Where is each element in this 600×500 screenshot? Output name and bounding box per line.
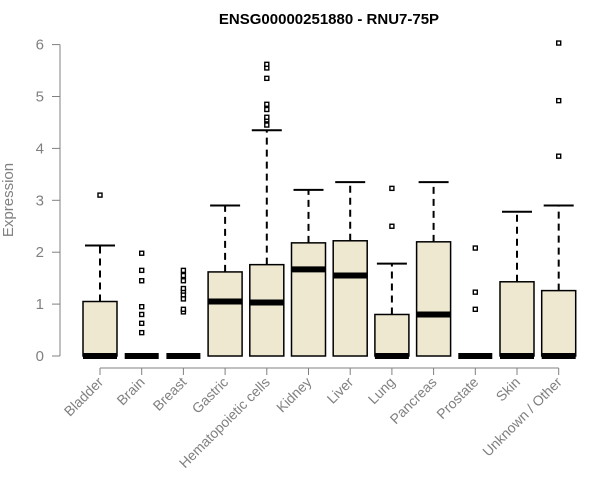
x-tick-label: Skin — [493, 374, 524, 405]
y-tick-label: 3 — [36, 192, 44, 209]
outlier-point — [138, 320, 145, 327]
iqr-box — [332, 240, 368, 357]
outlier-point — [264, 75, 270, 82]
outlier-point — [138, 278, 145, 284]
x-tick-label: Lung — [365, 374, 398, 407]
iqr-box — [374, 313, 410, 357]
y-axis-label: Expression — [0, 163, 17, 237]
iqr-box — [290, 242, 327, 357]
outlier-point — [138, 250, 145, 256]
y-axis: 0 1 2 3 4 5 6 — [36, 37, 61, 365]
box-brain — [124, 250, 159, 359]
x-tick-label: Kidney — [273, 374, 315, 416]
iqr-box — [415, 241, 452, 357]
x-tick-label: Breast — [150, 374, 190, 414]
outlier-point — [264, 122, 270, 128]
outlier-point — [180, 272, 187, 279]
y-tick-label: 6 — [36, 37, 44, 54]
box-gastric — [207, 204, 243, 357]
outlier-point — [97, 192, 103, 198]
iqr-box — [249, 263, 285, 357]
outlier-point — [472, 289, 478, 295]
outlier-point — [180, 306, 187, 312]
box-pancreas — [415, 181, 452, 357]
iqr-box — [82, 300, 118, 357]
outlier-point — [180, 296, 187, 302]
chart-title: ENSG00000251880 - RNU7-75P — [219, 11, 439, 28]
box-prostate — [458, 245, 493, 359]
iqr-box — [499, 281, 535, 357]
box-liver — [332, 181, 368, 357]
outlier-point — [389, 185, 395, 192]
outlier-point — [556, 40, 562, 46]
outlier-point — [389, 223, 395, 229]
outlier-point — [556, 97, 562, 104]
box-bladder — [82, 192, 118, 359]
outlier-point — [556, 153, 562, 159]
outlier-point — [472, 245, 478, 251]
iqr-box — [207, 271, 243, 357]
x-tick-label: Bladder — [61, 374, 107, 420]
y-tick-label: 2 — [36, 244, 44, 261]
x-tick-label: Unknown / Other — [479, 374, 565, 460]
x-tick-label: Liver — [324, 374, 357, 407]
outlier-point — [472, 306, 478, 312]
outlier-point — [264, 61, 270, 68]
outlier-point — [138, 303, 145, 310]
box-unknown-other — [540, 40, 577, 359]
outlier-point — [180, 267, 187, 274]
box-skin — [499, 210, 535, 359]
outlier-point — [264, 114, 270, 120]
y-tick-label: 5 — [36, 89, 44, 106]
box-kidney — [290, 188, 327, 357]
outlier-point — [138, 267, 145, 274]
outlier-point — [138, 311, 145, 318]
outlier-point — [264, 106, 270, 113]
box-lung — [374, 185, 410, 359]
outlier-point — [138, 329, 145, 336]
box-hematopoietic-cells — [249, 61, 285, 357]
y-tick-label: 1 — [36, 296, 44, 313]
iqr-box — [540, 289, 577, 357]
x-tick-label: Brain — [113, 374, 147, 408]
outlier-point — [180, 278, 187, 284]
y-tick-label: 4 — [36, 140, 44, 157]
y-tick-label: 0 — [36, 348, 44, 365]
box-breast — [166, 267, 201, 359]
outlier-point — [180, 285, 187, 292]
box-series — [82, 40, 577, 359]
outlier-point — [264, 101, 270, 107]
x-tick-label: Prostate — [433, 374, 481, 422]
